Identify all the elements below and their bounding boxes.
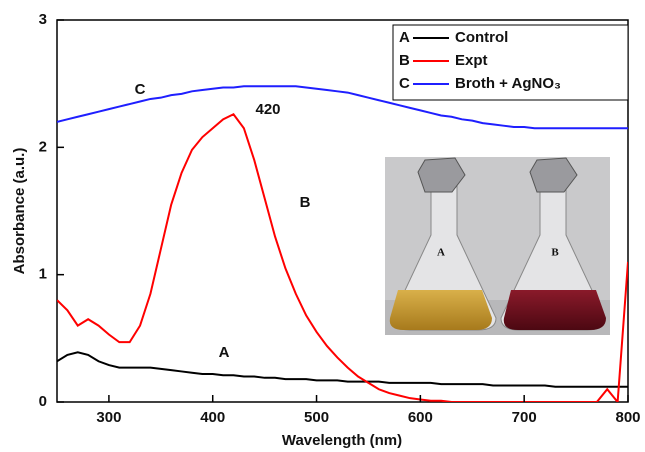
legend-label: Control xyxy=(455,29,508,46)
plot-frame xyxy=(56,19,629,403)
annotation: A xyxy=(219,344,230,361)
x-axis-title: Wavelength (nm) xyxy=(282,432,402,449)
y-tick-label: 2 xyxy=(39,138,47,155)
series-line xyxy=(57,351,628,388)
legend-letter: C xyxy=(399,75,410,92)
y-axis-title: Absorbance (a.u.) xyxy=(11,148,28,275)
series-line xyxy=(57,112,628,402)
inset-label: B xyxy=(551,247,559,259)
annotation: B xyxy=(300,194,311,211)
x-tick-label: 300 xyxy=(96,409,121,426)
legend-label: Expt xyxy=(455,52,488,69)
x-tick-label: 800 xyxy=(615,409,640,426)
inset-label: A xyxy=(437,247,445,259)
x-tick-label: 600 xyxy=(408,409,433,426)
inset-photo xyxy=(385,157,610,335)
series-line xyxy=(57,85,628,130)
x-tick-label: 400 xyxy=(200,409,225,426)
legend-letter: A xyxy=(399,29,410,46)
y-tick-label: 3 xyxy=(39,11,47,28)
legend-letter: B xyxy=(399,52,410,69)
x-tick-label: 700 xyxy=(512,409,537,426)
legend-label: Broth + AgNO₃ xyxy=(455,75,561,92)
y-tick-label: 0 xyxy=(39,393,47,410)
y-tick-label: 1 xyxy=(39,266,47,283)
annotation: C xyxy=(135,81,146,98)
x-tick-label: 500 xyxy=(304,409,329,426)
annotation: 420 xyxy=(255,101,280,118)
